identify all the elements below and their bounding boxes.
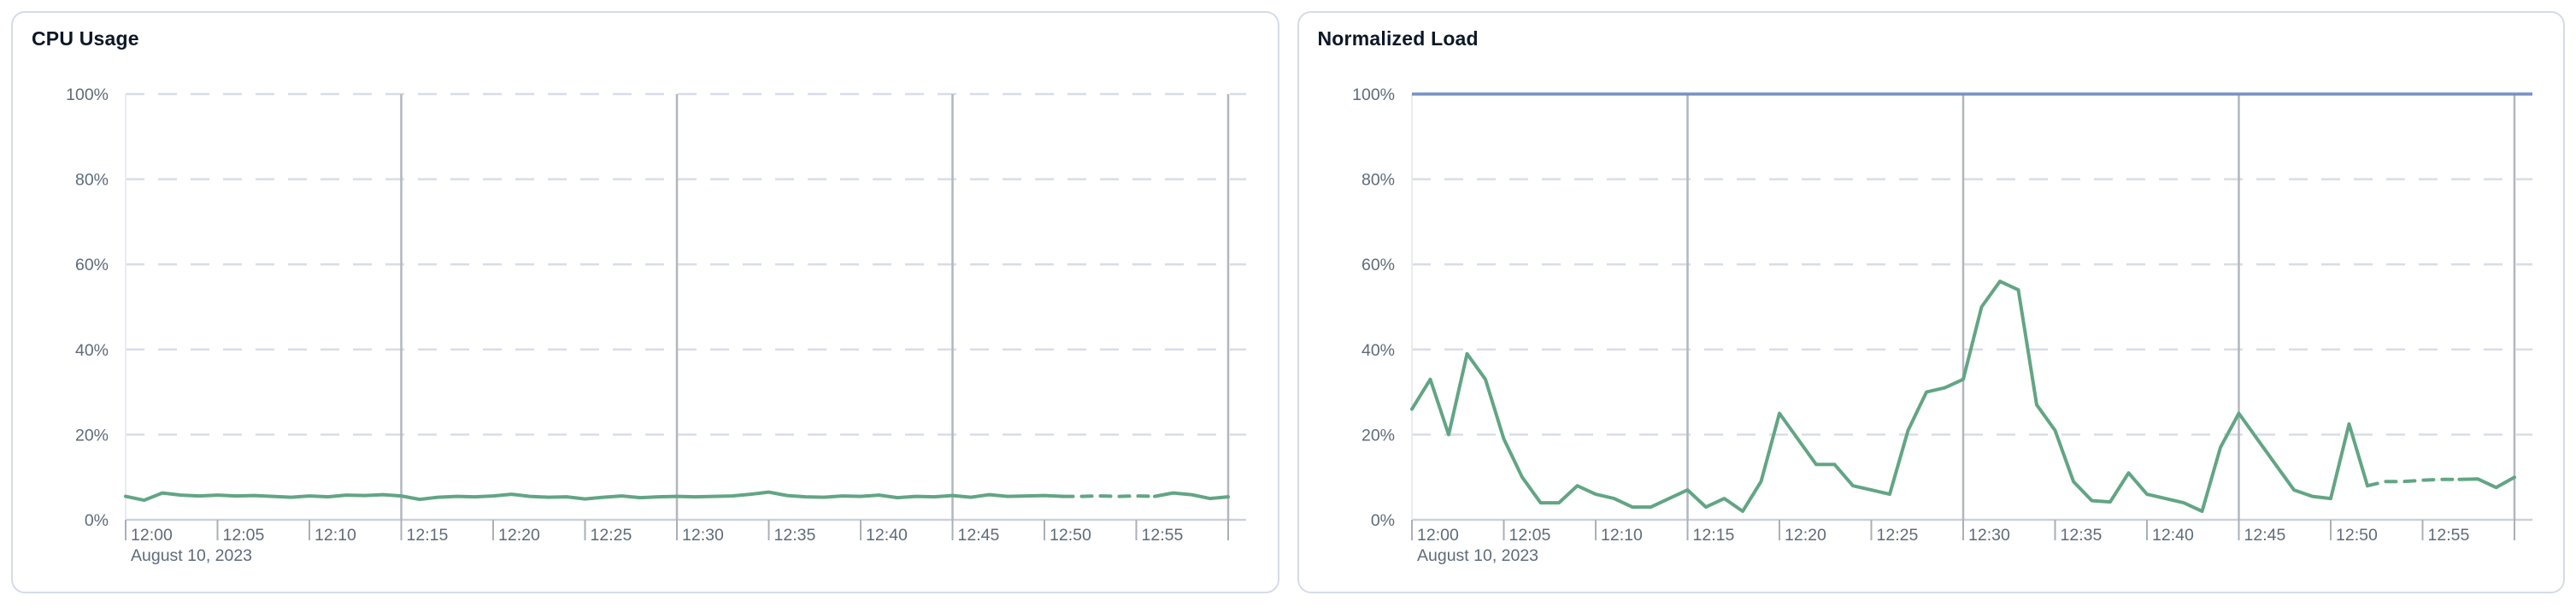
cpu-usage-series-line-solid-end	[1153, 491, 1230, 501]
x-axis-date-label: August 10, 2023	[131, 546, 252, 565]
x-tick-label-12-55: 12:55	[1142, 526, 1184, 545]
normalized-load-series-line-solid	[1409, 280, 2369, 513]
x-tick-label-12-45: 12:45	[2244, 526, 2285, 545]
y-tick-label-20pct: 20%	[75, 426, 109, 445]
y-tick-label-20pct: 20%	[1361, 426, 1394, 445]
cpu-usage-series-line-solid	[124, 490, 1065, 503]
cpu-usage-series-line-dashed	[1061, 494, 1156, 498]
normalized-load-plot-area: 12:00 12:05 12:10 12:15 12:20 12:25 12:30 12:35…	[1352, 85, 2532, 565]
normalized-load-series-line-dashed	[2365, 477, 2461, 488]
x-tick-label-12-15: 12:15	[1692, 526, 1734, 545]
x-tick-label-12-25: 12:25	[1876, 526, 1918, 545]
normalized-load-series-line-solid-end	[2457, 475, 2516, 490]
y-tick-label-100pct: 100%	[1352, 85, 1395, 104]
cpu-usage-card: 12:00 12:05 12:10 12:15 12:20 12:25 12:30 12:35…	[11, 11, 1279, 593]
x-tick-label-12-45: 12:45	[958, 526, 1000, 545]
y-tick-label-100pct: 100%	[66, 85, 109, 104]
x-tick-label-12-10: 12:10	[315, 526, 356, 545]
y-tick-label-0pct: 0%	[85, 511, 109, 530]
y-tick-label-60pct: 60%	[75, 256, 109, 274]
x-tick-label-12-20: 12:20	[1785, 526, 1826, 545]
cpu-usage-plot-area: 12:00 12:05 12:10 12:15 12:20 12:25 12:30 12:35…	[66, 85, 1246, 565]
x-tick-label-12-00: 12:00	[1417, 526, 1459, 545]
x-tick-label-12-10: 12:10	[1601, 526, 1643, 545]
x-tick-label-12-35: 12:35	[2060, 526, 2102, 545]
x-tick-label-12-40: 12:40	[866, 526, 908, 545]
y-tick-label-40pct: 40%	[1361, 341, 1394, 360]
x-tick-label-12-40: 12:40	[2152, 526, 2194, 545]
x-tick-label-12-05: 12:05	[223, 526, 265, 545]
y-tick-label-0pct: 0%	[1370, 511, 1394, 530]
x-tick-label-12-05: 12:05	[1509, 526, 1550, 545]
x-tick-label-12-35: 12:35	[774, 526, 816, 545]
normalized-load-chart[interactable]: 12:00 12:05 12:10 12:15 12:20 12:25 12:30 12:35…	[1299, 13, 2564, 592]
chart-title-cpu-usage: CPU Usage	[32, 27, 139, 50]
x-axis-date-label: August 10, 2023	[1417, 546, 1538, 565]
y-tick-label-80pct: 80%	[75, 171, 109, 190]
x-tick-label-12-30: 12:30	[1968, 526, 2010, 545]
y-tick-label-60pct: 60%	[1361, 256, 1394, 274]
x-tick-label-12-25: 12:25	[591, 526, 632, 545]
normalized-load-card: 12:00 12:05 12:10 12:15 12:20 12:25 12:30 12:35…	[1297, 11, 2565, 593]
cpu-usage-chart[interactable]: 12:00 12:05 12:10 12:15 12:20 12:25 12:30 12:35…	[13, 13, 1278, 592]
x-tick-label-12-50: 12:50	[2336, 526, 2378, 545]
x-tick-label-12-15: 12:15	[407, 526, 449, 545]
y-tick-label-40pct: 40%	[75, 341, 109, 360]
x-tick-label-12-30: 12:30	[682, 526, 724, 545]
chart-title-normalized-load: Normalized Load	[1317, 27, 1479, 50]
x-tick-label-12-20: 12:20	[498, 526, 540, 545]
x-tick-label-12-00: 12:00	[131, 526, 173, 545]
x-tick-label-12-55: 12:55	[2427, 526, 2469, 545]
x-tick-label-12-50: 12:50	[1050, 526, 1091, 545]
y-tick-label-80pct: 80%	[1361, 171, 1394, 190]
